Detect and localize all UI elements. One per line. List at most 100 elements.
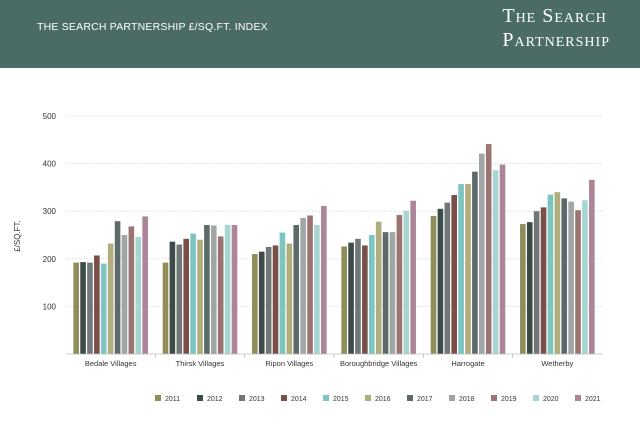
legend-swatch (281, 395, 287, 401)
legend-item: 2011 (155, 395, 180, 403)
bar-2019 (217, 236, 224, 354)
bar-2012 (258, 251, 265, 354)
bar-2018 (479, 153, 485, 354)
bar-2012 (80, 262, 86, 354)
legend-swatch (323, 395, 329, 401)
y-tick-label: 500 (43, 112, 57, 121)
gridlines (66, 115, 602, 307)
bar-2017 (561, 198, 568, 354)
y-tick-label: 100 (43, 302, 57, 311)
bar-2018 (211, 225, 217, 354)
bar-2013 (533, 211, 540, 354)
bar-2020 (314, 225, 320, 354)
legend-swatch (365, 395, 371, 401)
x-tick-label: Boroughbridge Villages (340, 359, 418, 368)
bar-2020 (582, 200, 588, 354)
bar-chart: 100 200 300 400 500 Bedale Villages Thirsk Vil… (13, 112, 602, 403)
brand-line-2: Partnership (502, 29, 610, 51)
bar-2021 (499, 164, 506, 354)
bar-2012 (169, 241, 176, 354)
legend-item: 2020 (533, 395, 559, 403)
x-tick-label: Bedale Villages (85, 359, 137, 368)
bar-2021 (231, 225, 238, 354)
legend-label: 2021 (585, 396, 601, 403)
legend-item: 2021 (575, 395, 601, 403)
x-tick-label: Harrogate (451, 359, 484, 368)
bar-2015 (458, 184, 464, 354)
bar-2019 (396, 215, 403, 354)
bar-2014 (540, 207, 547, 354)
bar-2021 (321, 205, 327, 354)
bar-2014 (94, 255, 100, 354)
bar-2015 (100, 263, 107, 354)
legend-swatch (575, 395, 581, 401)
x-tick-label: Ripon Villages (265, 359, 313, 368)
axes: 100 200 300 400 500 Bedale Villages Thirsk Vil… (43, 112, 602, 368)
bar-2019 (485, 144, 492, 354)
bar-2020 (403, 210, 410, 354)
y-tick-label: 200 (43, 255, 57, 264)
bar-2017 (114, 221, 121, 354)
brand-line-1: The Search (502, 5, 607, 27)
bar-2018 (121, 235, 128, 354)
legend-swatch (197, 395, 203, 401)
bar-2021 (410, 200, 416, 354)
x-tick-label: Wetherby (541, 359, 573, 368)
bar-2012 (437, 208, 444, 354)
bar-2011 (430, 215, 437, 354)
bar-2015 (368, 235, 375, 354)
bar-2017 (204, 225, 210, 354)
bar-2015 (547, 194, 554, 354)
y-tick-label: 400 (43, 160, 57, 169)
chart-title: THE SEARCH PARTNERSHIP £/SQ.FT. INDEX (37, 21, 268, 33)
bar-2014 (272, 245, 279, 354)
bar-2015 (190, 233, 196, 354)
legend-swatch (239, 395, 245, 401)
bar-2018 (300, 217, 306, 354)
bar-2016 (375, 221, 382, 354)
legend-label: 2017 (417, 396, 433, 403)
legend-label: 2016 (375, 396, 391, 403)
bar-2014 (451, 195, 457, 354)
bar-2019 (307, 215, 313, 354)
bar-2016 (197, 239, 203, 354)
bar-2017 (382, 232, 389, 354)
chart-area: 100 200 300 400 500 Bedale Villages Thirsk Vil… (0, 68, 640, 432)
legend-label: 2020 (543, 396, 559, 403)
legend-label: 2018 (459, 396, 475, 403)
legend-label: 2014 (291, 396, 307, 403)
bar-2018 (389, 232, 396, 354)
legend-label: 2013 (249, 396, 265, 403)
bar-2015 (279, 232, 286, 354)
bars (73, 144, 595, 354)
bar-2011 (162, 262, 169, 354)
legend-swatch (155, 395, 161, 401)
bar-2012 (348, 242, 354, 354)
legend-item: 2017 (407, 395, 433, 403)
legend-item: 2015 (323, 395, 349, 403)
legend-item: 2016 (365, 395, 391, 403)
legend-item: 2012 (197, 395, 223, 403)
bar-2011 (341, 246, 347, 354)
bar-2016 (286, 243, 293, 354)
legend-swatch (491, 395, 497, 401)
bar-2013 (265, 246, 272, 354)
bar-2017 (293, 225, 300, 354)
bar-2021 (589, 179, 595, 354)
y-tick-label: 300 (43, 207, 57, 216)
y-axis-label: £/SQ.FT. (13, 220, 22, 252)
bar-2019 (575, 210, 581, 354)
bar-2016 (554, 192, 561, 354)
bar-2011 (520, 224, 526, 354)
legend-item: 2018 (449, 395, 475, 403)
legend-item: 2014 (281, 395, 307, 403)
legend-label: 2012 (207, 396, 223, 403)
bar-2014 (362, 245, 368, 354)
page-header: THE SEARCH PARTNERSHIP £/SQ.FT. INDEX Th… (0, 0, 640, 68)
bar-2016 (465, 184, 471, 354)
legend-label: 2011 (165, 396, 180, 403)
bar-2018 (568, 201, 574, 354)
legend: 2011 2012 2013 2014 2015 2016 2017 2018 2019 2020… (155, 395, 601, 403)
bar-2011 (252, 254, 258, 354)
legend-item: 2019 (491, 395, 517, 403)
